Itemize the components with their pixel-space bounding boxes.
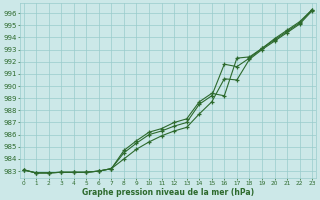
X-axis label: Graphe pression niveau de la mer (hPa): Graphe pression niveau de la mer (hPa) <box>82 188 254 197</box>
